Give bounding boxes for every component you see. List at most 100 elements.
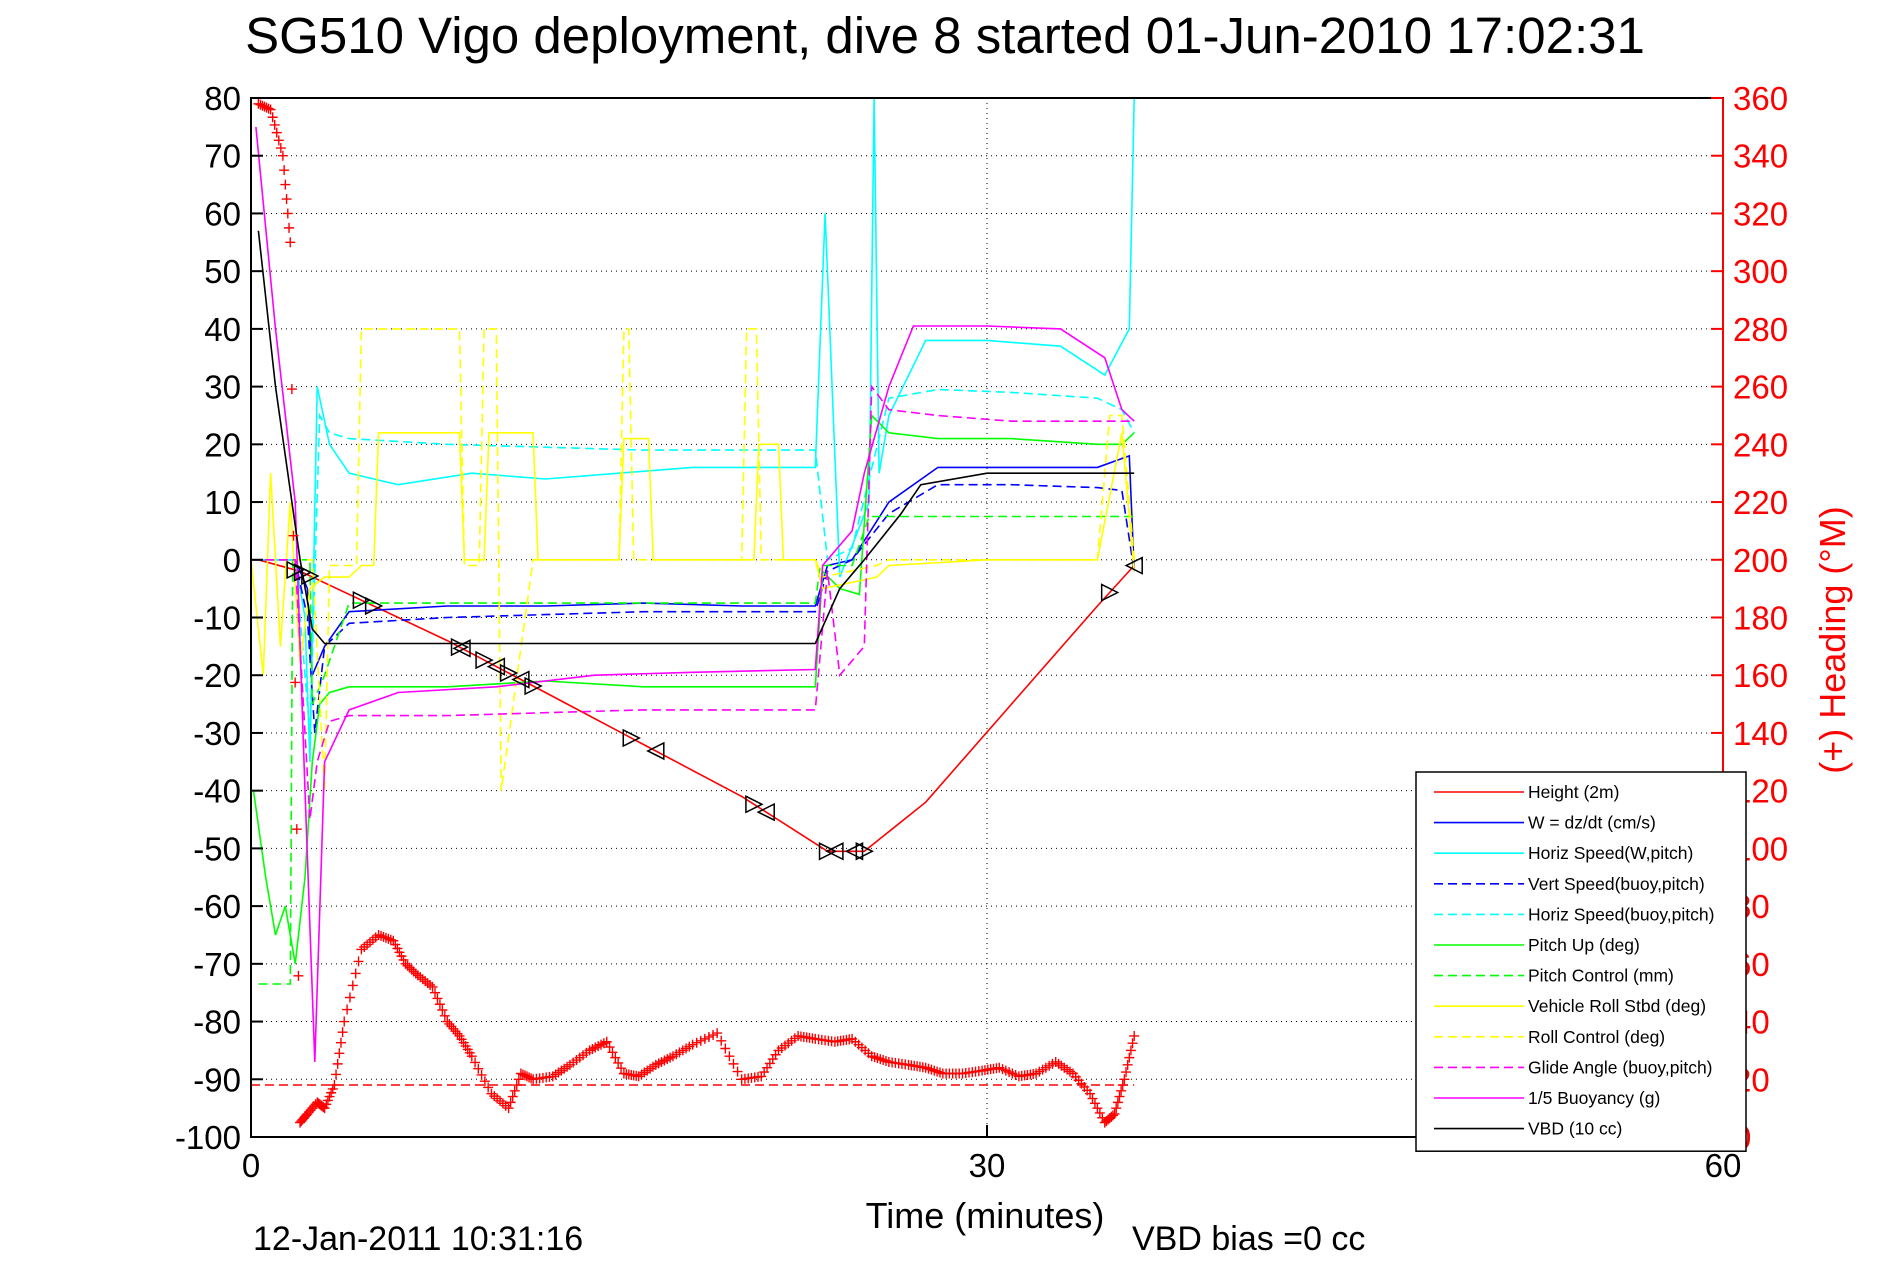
heading-point	[286, 384, 297, 395]
heading-point	[427, 981, 438, 992]
depth-marker-left	[1124, 556, 1143, 575]
y-right-tick-label: 300	[1733, 253, 1788, 290]
heading-point	[616, 1063, 627, 1074]
depth-marker-right	[364, 596, 384, 616]
heading-point	[257, 100, 268, 111]
y-right-tick-label: 240	[1733, 426, 1788, 463]
heading-point	[439, 1010, 450, 1021]
heading-point	[350, 968, 361, 979]
y-axis-right-label: (+) Heading (°M)	[1812, 506, 1853, 773]
legend-label: 1/5 Buoyancy (g)	[1528, 1088, 1660, 1108]
heading-point	[385, 934, 396, 945]
heading-point	[716, 1035, 727, 1046]
legend-label: Glide Angle (buoy,pitch)	[1528, 1057, 1713, 1077]
heading-point	[712, 1028, 723, 1039]
heading-point	[1119, 1074, 1130, 1085]
heading-point	[376, 930, 387, 941]
heading-point	[335, 1037, 346, 1048]
heading-point	[517, 1069, 528, 1080]
y-tick-label: -50	[193, 830, 241, 867]
heading-point	[1112, 1097, 1123, 1108]
series-line	[251, 388, 1135, 733]
depth-marker-left	[452, 639, 471, 658]
x-axis: 0 30 60	[242, 1125, 1741, 1184]
heading-point	[331, 1069, 342, 1080]
series-layer	[250, 97, 1135, 1063]
heading-point	[703, 1031, 714, 1042]
depth-marker-left	[511, 670, 530, 689]
heading-point	[344, 992, 355, 1003]
heading-point	[290, 677, 301, 688]
depth-marker-left	[486, 657, 506, 676]
heading-point	[507, 1091, 518, 1102]
heading-point	[524, 1072, 535, 1083]
heading-point	[699, 1033, 710, 1044]
heading-point	[515, 1068, 526, 1079]
y-right-tick-label: 280	[1733, 311, 1788, 348]
heading-point	[604, 1042, 615, 1053]
x-tick-label: 0	[242, 1147, 260, 1184]
y-tick-label: -20	[193, 657, 241, 694]
series-line	[258, 515, 1135, 985]
heading-point	[601, 1036, 612, 1047]
legend-label: Pitch Up (deg)	[1528, 935, 1640, 955]
heading-point	[437, 1005, 448, 1016]
heading-point	[444, 1018, 455, 1029]
y-tick-label: -60	[193, 888, 241, 925]
heading-point	[332, 1058, 343, 1069]
heading-point	[687, 1039, 698, 1050]
legend-label: Height (2m)	[1528, 782, 1619, 802]
heading-point	[275, 143, 286, 154]
heading-point	[284, 222, 295, 233]
heading-point	[1129, 1030, 1140, 1041]
heading-point	[450, 1026, 461, 1037]
heading-point	[513, 1074, 524, 1085]
series-line	[251, 328, 1135, 791]
heading-point	[279, 165, 290, 176]
heading-point	[380, 932, 391, 943]
heading-point	[442, 1016, 453, 1027]
heading-point	[479, 1076, 490, 1087]
y-tick-label: -70	[193, 946, 241, 983]
y-right-tick-label: 180	[1733, 600, 1788, 637]
heading-point	[483, 1082, 494, 1093]
heading-point	[329, 1080, 340, 1091]
heading-point	[334, 1048, 345, 1059]
x-tick-label: 30	[969, 1147, 1006, 1184]
heading-point	[434, 999, 445, 1010]
heading-point	[1109, 1108, 1120, 1119]
y-right-tick-label: 160	[1733, 657, 1788, 694]
series-line	[251, 97, 1135, 762]
depth-marker-right	[622, 728, 641, 748]
series-line	[252, 413, 1135, 964]
heading-point	[293, 970, 304, 981]
heading-point	[339, 1016, 350, 1027]
heading-point	[273, 135, 284, 146]
legend: Height (2m) W = dz/dt (cm/s) Horiz Speed(W…	[1415, 771, 1747, 1152]
heading-point	[1087, 1093, 1098, 1104]
depth-marker-right	[475, 650, 494, 670]
heading-point	[337, 1027, 348, 1038]
depth-marker-right	[301, 566, 320, 586]
y-right-tick-label: 220	[1733, 484, 1788, 521]
y-tick-label: 50	[204, 253, 241, 290]
heading-point	[1125, 1045, 1136, 1056]
heading-point	[430, 987, 440, 998]
heading-point	[259, 101, 270, 112]
heading-point	[505, 1097, 516, 1108]
y-tick-label: 70	[204, 138, 241, 175]
legend-label: Vehicle Roll Stbd (deg)	[1528, 996, 1706, 1016]
heading-point	[503, 1103, 514, 1114]
series-line	[250, 431, 1135, 676]
y-right-tick-label: 140	[1733, 715, 1788, 752]
y-tick-label: 30	[204, 369, 241, 406]
y-right-tick-label: 260	[1733, 369, 1788, 406]
depth-marker-right	[855, 842, 875, 861]
legend-box	[1415, 771, 1747, 1152]
heading-point	[613, 1057, 624, 1068]
heading-point	[509, 1085, 520, 1096]
depth-marker-right	[352, 590, 372, 610]
heading-point	[285, 237, 296, 248]
series-line	[251, 454, 1135, 676]
heading-point	[448, 1023, 459, 1034]
